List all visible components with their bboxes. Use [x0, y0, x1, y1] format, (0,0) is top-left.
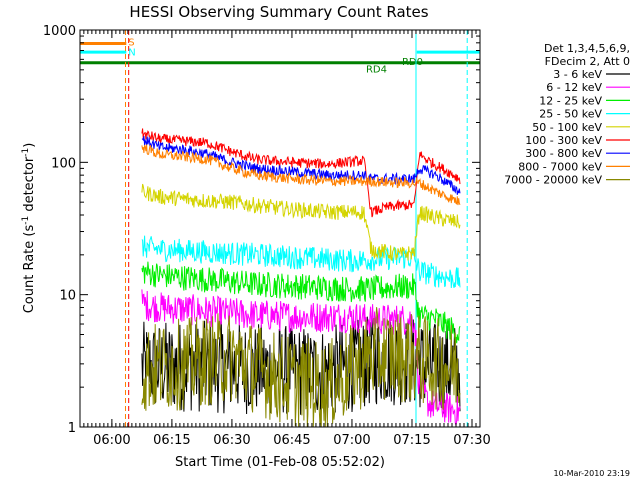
x-tick-label: 06:45 — [273, 433, 310, 448]
y-axis-label-sup1: -1 — [21, 216, 31, 225]
state-bar-label-rd0: RD0 — [402, 57, 423, 68]
y-axis-label-main: Count Rate (s — [22, 225, 37, 314]
legend-label-5: 100 - 300 keV — [525, 134, 602, 147]
y-tick-label: 1 — [68, 421, 76, 436]
x-axis: 06:00 06:15 06:30 06:45 07:00 07:15 07:30 — [83, 30, 491, 448]
series-line-3 — [141, 235, 461, 289]
x-axis-label: Start Time (01-Feb-08 05:52:02) — [175, 455, 385, 470]
legend-label-6: 300 - 800 keV — [525, 147, 602, 160]
chart-title: HESSI Observing Summary Count Rates — [129, 3, 428, 21]
y-axis-label-end: ) — [22, 143, 37, 148]
state-bar-label-rd4: RD4 — [366, 65, 387, 76]
state-bar-label-s: S — [128, 37, 134, 48]
legend: Det 1,3,4,5,6,9, FDecim 2, Att 0 3 - 6 k… — [504, 42, 630, 187]
state-bar-label-n: N — [128, 47, 135, 58]
series-line-4 — [141, 183, 461, 262]
plot-area: SN RD0 RD4 — [79, 30, 480, 428]
y-axis-label-sup2: -1 — [21, 148, 31, 157]
y-tick-label: 10 — [59, 289, 76, 304]
x-tick-label: 06:30 — [213, 433, 250, 448]
legend-header-line-1: Det 1,3,4,5,6,9, — [544, 42, 630, 55]
legend-label-3: 25 - 50 keV — [539, 108, 602, 121]
y-tick-label: 100 — [51, 156, 76, 171]
y-axis: 1 10 100 1000 — [43, 24, 480, 436]
series-line-7 — [141, 144, 461, 206]
series-line-2 — [141, 261, 461, 345]
legend-label-4: 50 - 100 keV — [532, 121, 602, 134]
x-tick-label: 06:00 — [93, 433, 130, 448]
legend-header-line-2: FDecim 2, Att 0 — [545, 55, 630, 68]
y-axis-label-mid: detector — [22, 156, 37, 216]
y-tick-label: 1000 — [43, 24, 76, 39]
y-axis-label: Count Rate (s-1 detector-1) — [21, 143, 37, 314]
legend-label-0: 3 - 6 keV — [553, 68, 602, 81]
x-tick-label: 07:00 — [333, 433, 370, 448]
legend-label-2: 12 - 25 keV — [539, 94, 602, 107]
footer-timestamp: 10-Mar-2010 23:19 — [554, 469, 631, 478]
x-tick-label: 06:15 — [153, 433, 190, 448]
legend-label-7: 800 - 7000 keV — [518, 160, 602, 173]
legend-label-8: 7000 - 20000 keV — [504, 174, 602, 187]
legend-label-1: 6 - 12 keV — [546, 81, 602, 94]
series-line-5 — [141, 128, 461, 218]
x-tick-label: 07:15 — [393, 433, 430, 448]
x-tick-label: 07:30 — [453, 433, 490, 448]
series-line-8 — [141, 307, 461, 428]
